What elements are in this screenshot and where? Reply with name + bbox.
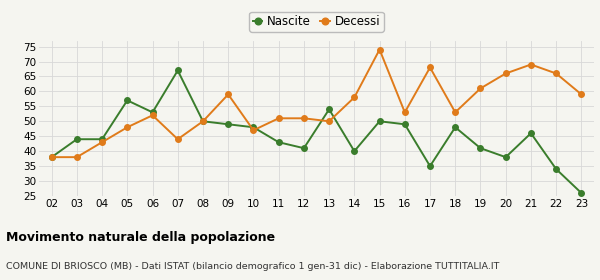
Decessi — [149, 114, 156, 117]
Nascite — [73, 137, 80, 141]
Nascite — [401, 123, 409, 126]
Decessi — [326, 120, 333, 123]
Nascite — [98, 137, 106, 141]
Nascite — [477, 146, 484, 150]
Decessi — [73, 155, 80, 159]
Decessi — [401, 111, 409, 114]
Nascite — [351, 150, 358, 153]
Nascite — [452, 126, 459, 129]
Decessi — [224, 93, 232, 96]
Decessi — [502, 72, 509, 75]
Nascite — [527, 132, 535, 135]
Legend: Nascite, Decessi: Nascite, Decessi — [250, 11, 383, 32]
Decessi — [427, 66, 434, 69]
Nascite — [199, 120, 206, 123]
Decessi — [527, 63, 535, 66]
Decessi — [452, 111, 459, 114]
Decessi — [250, 129, 257, 132]
Nascite — [427, 164, 434, 168]
Text: COMUNE DI BRIOSCO (MB) - Dati ISTAT (bilancio demografico 1 gen-31 dic) - Elabor: COMUNE DI BRIOSCO (MB) - Dati ISTAT (bil… — [6, 262, 499, 271]
Decessi — [275, 117, 282, 120]
Nascite — [174, 69, 181, 72]
Text: Movimento naturale della popolazione: Movimento naturale della popolazione — [6, 231, 275, 244]
Decessi — [174, 137, 181, 141]
Decessi — [477, 87, 484, 90]
Nascite — [250, 126, 257, 129]
Nascite — [326, 108, 333, 111]
Decessi — [578, 93, 585, 96]
Nascite — [376, 120, 383, 123]
Nascite — [578, 191, 585, 195]
Line: Decessi: Decessi — [49, 47, 584, 160]
Nascite — [553, 167, 560, 171]
Nascite — [224, 123, 232, 126]
Decessi — [300, 117, 307, 120]
Decessi — [553, 72, 560, 75]
Decessi — [48, 155, 55, 159]
Nascite — [48, 155, 55, 159]
Nascite — [149, 111, 156, 114]
Decessi — [376, 48, 383, 51]
Nascite — [275, 141, 282, 144]
Decessi — [199, 120, 206, 123]
Decessi — [124, 126, 131, 129]
Decessi — [98, 141, 106, 144]
Line: Nascite: Nascite — [49, 68, 584, 196]
Nascite — [124, 99, 131, 102]
Decessi — [351, 96, 358, 99]
Nascite — [300, 146, 307, 150]
Nascite — [502, 155, 509, 159]
